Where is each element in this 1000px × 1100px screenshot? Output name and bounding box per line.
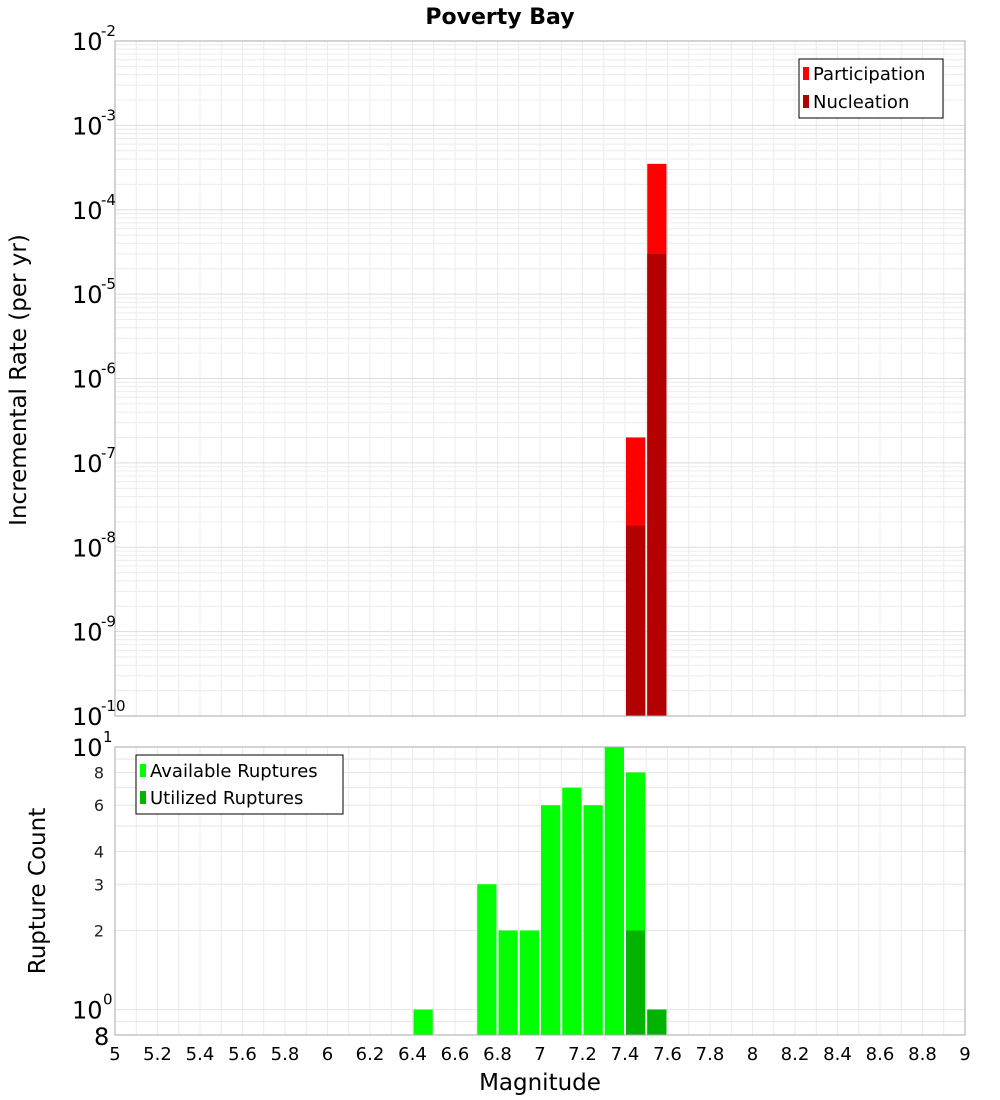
x-tick-label: 5.2 [143,1044,172,1065]
bar-nucleation [626,525,646,716]
x-tick-label: 5.4 [186,1044,215,1065]
bottom-y-tick-minor: 6 [94,796,104,815]
legend-swatch-utilized [140,791,146,804]
x-tick-label: 8.4 [823,1044,852,1065]
top-y-tick: 10-2 [72,22,116,56]
x-tick-label: 8 [747,1044,758,1065]
top-y-tick: 10-5 [72,275,116,309]
bottom-y-tick: 10 1 [72,728,113,762]
top-y-tick-base: 10 [72,112,103,140]
bar-available-ruptures [583,805,603,1035]
bottom-y-tick-base: 10 [72,997,103,1025]
top-y-tick-exponent: -7 [101,444,116,462]
bar-utilized-ruptures [626,930,646,1035]
bar-available-ruptures [477,884,497,1035]
x-tick-label: 6.6 [441,1044,470,1065]
x-tick-label: 7.2 [568,1044,597,1065]
x-tick-label: 5.8 [271,1044,300,1065]
x-tick-label: 8.6 [866,1044,895,1065]
bottom-y-tick-minor: 4 [94,842,104,861]
top-y-tick: 10-10 [72,697,126,731]
legend-swatch-nucleation [803,95,809,108]
top-y-tick: 10-3 [72,106,116,140]
top-plot-frame [114,40,966,717]
bottom-y-axis-label: Rupture Count [25,808,51,974]
x-tick-label: 6.4 [398,1044,427,1065]
legend-label-participation: Participation [813,64,925,85]
x-axis-label: Magnitude [479,1070,601,1096]
top-y-tick-base: 10 [72,366,103,394]
top-y-tick: 10-9 [72,613,116,647]
top-y-tick-exponent: -8 [101,528,116,546]
bottom-y-tick-minor: 2 [94,922,104,941]
bottom-y-tick: 10 0 [72,991,113,1025]
chart-title: Poverty Bay [425,5,574,30]
bottom-y-tick-minor: 8 [94,763,104,782]
x-tick-label: 6 [322,1044,333,1065]
top-y-tick: 10-4 [72,191,116,225]
top-y-tick-base: 10 [72,450,103,478]
top-y-tick-exponent: -9 [101,613,116,631]
top-y-tick-exponent: -3 [101,106,116,124]
x-tick-label: 9 [959,1044,970,1065]
bottom-plot-frame [114,746,966,1036]
bar-available-ruptures [541,805,561,1035]
top-plot-bars [626,163,667,717]
bottom-y-tick-minor: 3 [94,875,104,894]
bar-available-ruptures [562,787,582,1035]
x-tick-label: 5.6 [228,1044,257,1065]
legend-label-nucleation: Nucleation [813,92,909,113]
legend-label-utilized: Utilized Ruptures [150,788,303,809]
bottom-legend: Available Ruptures Utilized Ruptures [135,754,344,815]
top-y-tick-exponent: -5 [101,275,116,293]
bottom-y-tick-base: 10 [72,734,103,762]
top-y-tick-base: 10 [72,534,103,562]
x-tick-label: 6.2 [356,1044,385,1065]
bar-available-ruptures [413,1009,433,1035]
top-y-tick-base: 10 [72,197,103,225]
bottom-y-tick-lower: 8 [94,1023,109,1051]
top-y-tick: 10-7 [72,444,116,478]
x-tick-label: 7.6 [653,1044,682,1065]
top-y-tick-base: 10 [72,619,103,647]
bar-utilized-ruptures [647,1009,667,1035]
bottom-plot-bars [413,747,667,1035]
top-y-tick-exponent: -10 [101,697,126,715]
bottom-y-tick-exponent: 0 [103,991,113,1009]
top-y-tick-exponent: -6 [101,360,116,378]
top-y-tick: 10-8 [72,528,116,562]
x-tick-label: 8.2 [781,1044,810,1065]
x-tick-label: 7.8 [696,1044,725,1065]
top-y-tick: 10-6 [72,360,116,394]
top-y-tick-base: 10 [72,28,103,56]
x-tick-label: 7.4 [611,1044,640,1065]
bar-available-ruptures [498,930,518,1035]
legend-swatch-participation [803,67,809,80]
top-y-axis-label: Incremental Rate (per yr) [6,234,32,526]
legend-label-available: Available Ruptures [150,761,318,782]
x-tick-label: 7 [534,1044,545,1065]
x-tick-label: 8.8 [908,1044,937,1065]
x-tick-label: 6.8 [483,1044,512,1065]
bar-nucleation [647,253,667,716]
top-plot-grid [114,41,966,717]
top-y-tick-exponent: -2 [101,22,116,40]
legend-swatch-available [140,764,146,777]
top-y-tick-base: 10 [72,703,103,731]
x-tick-labels: 5 5.2 5.4 5.6 5.8 6 6.2 6.4 6.6 6.8 7 7.2 7.4 7.6 7.8 8… [109,1044,970,1065]
top-legend: Participation Nucleation [798,58,944,119]
top-y-tick-exponent: -4 [101,191,116,209]
top-y-tick-base: 10 [72,281,103,309]
bar-available-ruptures [604,747,624,1035]
bar-available-ruptures [519,930,539,1035]
x-tick-label: 5 [109,1044,120,1065]
bottom-y-tick-exponent: 1 [103,728,113,746]
